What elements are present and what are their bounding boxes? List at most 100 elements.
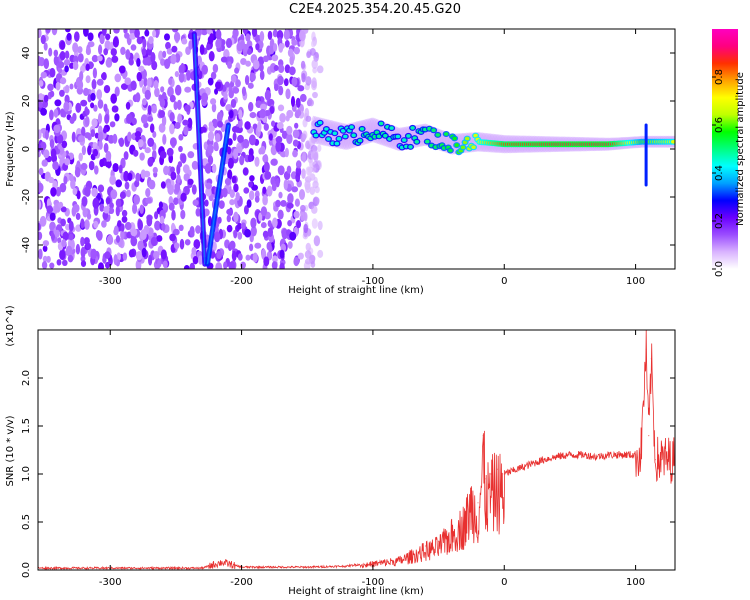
- noise-blob: [98, 131, 104, 142]
- noise-blob: [174, 182, 181, 193]
- noise-blob: [278, 191, 283, 199]
- ridge-core: [351, 133, 356, 138]
- noise-blob: [140, 169, 146, 179]
- noise-blob: [277, 104, 285, 112]
- noise-blob: [268, 133, 273, 141]
- y-tick-label: 1.0: [21, 466, 32, 482]
- ridge-core: [465, 136, 470, 141]
- noise-blob: [275, 199, 281, 208]
- noise-blob: [184, 104, 191, 112]
- noise-blob: [95, 230, 102, 240]
- noise-blob: [156, 235, 163, 242]
- noise-blob: [166, 182, 171, 190]
- noise-blob: [293, 46, 301, 55]
- noise-blob: [96, 78, 104, 86]
- noise-blob: [208, 51, 215, 62]
- noise-blob: [115, 179, 123, 188]
- noise-blob: [311, 205, 318, 214]
- noise-blob: [158, 50, 164, 61]
- noise-blob: [140, 229, 147, 241]
- noise-blob: [291, 186, 299, 193]
- noise-blob: [235, 191, 240, 201]
- noise-blob: [131, 117, 137, 126]
- x-tick-label: 100: [626, 577, 645, 588]
- noise-blob: [277, 165, 285, 176]
- noise-blob: [66, 32, 72, 41]
- noise-blob: [299, 30, 306, 42]
- noise-blob: [264, 89, 272, 101]
- noise-blob: [46, 255, 51, 263]
- noise-blob: [273, 64, 279, 72]
- noise-blob: [237, 222, 242, 230]
- noise-blob: [218, 200, 225, 209]
- noise-blob: [64, 84, 70, 94]
- noise-blob: [63, 59, 71, 66]
- snr-data-point: [608, 454, 610, 456]
- noise-blob: [136, 36, 143, 45]
- noise-blob: [158, 201, 163, 209]
- noise-blob: [231, 175, 237, 184]
- noise-blob: [91, 79, 97, 90]
- noise-blob: [52, 161, 59, 171]
- ridge-core: [435, 133, 440, 137]
- noise-blob: [170, 53, 177, 65]
- snr-data-point: [490, 473, 492, 475]
- noise-blob: [57, 237, 62, 244]
- noise-blob: [113, 225, 119, 236]
- noise-blob: [61, 239, 67, 248]
- noise-blob: [152, 29, 157, 38]
- noise-blob: [262, 230, 269, 238]
- noise-blob: [309, 255, 316, 262]
- noise-blob: [146, 77, 152, 88]
- noise-blob: [124, 32, 130, 39]
- x-tick-label: -200: [230, 577, 253, 588]
- noise-blob: [306, 51, 311, 59]
- noise-blob: [174, 122, 181, 129]
- noise-blob: [259, 30, 265, 42]
- noise-blob: [154, 87, 160, 98]
- noise-blob: [46, 198, 52, 208]
- noise-blob: [103, 142, 109, 153]
- noise-blob: [305, 242, 311, 252]
- noise-blob: [210, 98, 217, 105]
- noise-blob: [204, 199, 209, 207]
- snr-data-point: [424, 545, 427, 547]
- noise-blob: [112, 36, 119, 48]
- noise-blob: [99, 158, 105, 168]
- noise-blob: [50, 187, 57, 197]
- noise-blob: [148, 179, 156, 190]
- noise-blob: [237, 232, 243, 240]
- y-tick-label: -40: [21, 237, 32, 253]
- snr-data-point: [437, 540, 440, 542]
- noise-blob: [59, 50, 66, 61]
- noise-blob: [214, 132, 221, 143]
- noise-blob: [166, 48, 173, 55]
- ridge-core: [471, 145, 476, 149]
- noise-blob: [115, 235, 121, 243]
- noise-blob: [209, 33, 214, 42]
- noise-blob: [110, 93, 118, 104]
- noise-blob: [68, 233, 74, 241]
- x-tick-label: 100: [626, 276, 645, 287]
- noise-blob: [180, 192, 187, 202]
- noise-blob: [272, 217, 278, 228]
- ridge-core: [425, 139, 430, 144]
- noise-blob: [227, 146, 232, 155]
- noise-blob: [233, 211, 239, 223]
- noise-blob: [48, 176, 55, 184]
- ridge-core: [332, 131, 337, 136]
- noise-blob: [84, 186, 91, 197]
- noise-blob: [177, 161, 183, 168]
- noise-blob: [115, 205, 120, 217]
- noise-blob: [45, 29, 51, 34]
- y-tick-label: -20: [21, 189, 32, 205]
- noise-blob: [227, 169, 233, 181]
- noise-blob: [250, 217, 257, 229]
- noise-blob: [69, 83, 74, 90]
- snr-data-point: [654, 459, 656, 461]
- noise-blob: [227, 61, 232, 69]
- noise-blob: [314, 197, 320, 205]
- snr-panel: -300 -200 -100 0 100 0.0 0.5 1.0 1.5 2.0 Height …: [5, 305, 676, 597]
- noise-blob: [53, 55, 58, 66]
- noise-blob: [242, 138, 250, 149]
